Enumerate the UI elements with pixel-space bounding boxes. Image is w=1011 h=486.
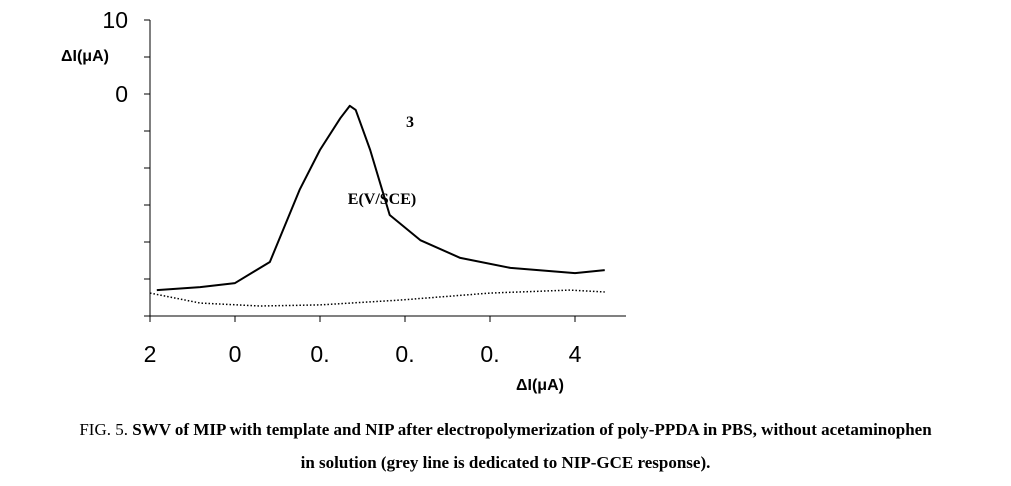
caption-line: in solution (grey line is dedicated to N… — [300, 453, 711, 472]
x-tick-label: 4 — [569, 341, 582, 367]
y-tick-label: 0 — [115, 81, 128, 107]
x-tick-label: 2 — [144, 341, 157, 367]
y-tick-label: 10 — [102, 7, 128, 33]
caption-label: FIG. 5. — [79, 420, 128, 439]
chart: ΔI(μA) ΔI(μA) 3 E(V/SCE) 10 0 2 0 0. 0. 0. 4 — [61, 7, 626, 394]
annotation: E(V/SCE) — [348, 191, 416, 208]
line — [149, 289, 605, 307]
x-tick-label: 0. — [310, 341, 329, 367]
caption-text: SWV of MIP with template and NIP after e… — [132, 420, 932, 439]
annotation: 3 — [406, 114, 414, 131]
x-axis-label: ΔI(μA) — [516, 377, 564, 394]
caption-line: FIG. 5. SWV of MIP with template and NIP… — [0, 420, 1011, 440]
x-tick-label: 0. — [395, 341, 414, 367]
y-axis-label: ΔI(μA) — [61, 48, 109, 65]
x-tick-label: 0 — [229, 341, 242, 367]
x-tick-label: 0. — [480, 341, 499, 367]
line — [156, 104, 605, 292]
